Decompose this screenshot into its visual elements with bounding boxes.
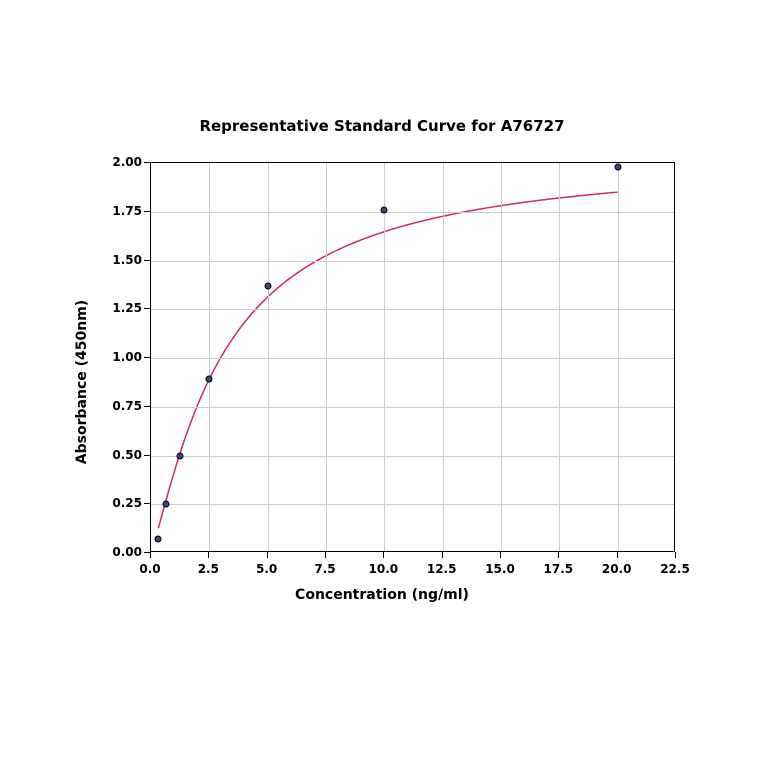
y-tick bbox=[144, 211, 150, 212]
curve-svg bbox=[151, 163, 674, 551]
grid-line-h bbox=[151, 212, 674, 213]
x-tick-label: 7.5 bbox=[314, 562, 335, 576]
y-tick-label: 0.50 bbox=[107, 448, 142, 462]
plot-area bbox=[150, 162, 675, 552]
grid-line-h bbox=[151, 456, 674, 457]
x-tick bbox=[267, 552, 268, 558]
grid-line-h bbox=[151, 309, 674, 310]
x-tick-label: 22.5 bbox=[660, 562, 690, 576]
y-tick bbox=[144, 357, 150, 358]
fitted-curve bbox=[158, 192, 617, 528]
x-tick bbox=[675, 552, 676, 558]
chart-title: Representative Standard Curve for A76727 bbox=[199, 117, 564, 135]
data-point bbox=[162, 501, 169, 508]
x-tick bbox=[500, 552, 501, 558]
y-tick bbox=[144, 308, 150, 309]
grid-line-v bbox=[268, 163, 269, 551]
y-tick bbox=[144, 162, 150, 163]
y-tick-label: 0.75 bbox=[107, 399, 142, 413]
x-tick bbox=[617, 552, 618, 558]
y-tick-label: 2.00 bbox=[107, 155, 142, 169]
grid-line-v bbox=[618, 163, 619, 551]
data-point bbox=[264, 282, 271, 289]
x-tick-label: 20.0 bbox=[602, 562, 632, 576]
data-point bbox=[155, 536, 162, 543]
y-tick-label: 1.50 bbox=[107, 253, 142, 267]
y-tick bbox=[144, 406, 150, 407]
grid-line-v bbox=[443, 163, 444, 551]
y-tick-label: 0.00 bbox=[107, 545, 142, 559]
x-tick bbox=[558, 552, 559, 558]
y-tick bbox=[144, 552, 150, 553]
x-tick bbox=[150, 552, 151, 558]
x-tick bbox=[325, 552, 326, 558]
y-tick bbox=[144, 455, 150, 456]
x-tick-label: 12.5 bbox=[427, 562, 457, 576]
x-tick-label: 10.0 bbox=[369, 562, 399, 576]
data-point bbox=[381, 206, 388, 213]
grid-line-v bbox=[209, 163, 210, 551]
y-tick-label: 1.00 bbox=[107, 350, 142, 364]
grid-line-h bbox=[151, 261, 674, 262]
grid-line-v bbox=[384, 163, 385, 551]
y-axis-label: Absorbance (450nm) bbox=[74, 300, 90, 464]
x-axis-label: Concentration (ng/ml) bbox=[295, 587, 469, 603]
data-point bbox=[177, 452, 184, 459]
x-tick-label: 15.0 bbox=[485, 562, 515, 576]
data-point bbox=[206, 376, 213, 383]
grid-line-h bbox=[151, 358, 674, 359]
x-tick-label: 17.5 bbox=[544, 562, 574, 576]
x-tick bbox=[442, 552, 443, 558]
x-tick bbox=[208, 552, 209, 558]
grid-line-v bbox=[501, 163, 502, 551]
data-point bbox=[614, 163, 621, 170]
x-tick-label: 0.0 bbox=[139, 562, 160, 576]
grid-line-h bbox=[151, 504, 674, 505]
y-tick-label: 0.25 bbox=[107, 496, 142, 510]
y-tick bbox=[144, 260, 150, 261]
grid-line-h bbox=[151, 407, 674, 408]
y-tick-label: 1.25 bbox=[107, 301, 142, 315]
chart-container: Representative Standard Curve for A76727… bbox=[72, 152, 692, 612]
y-tick bbox=[144, 503, 150, 504]
grid-line-v bbox=[326, 163, 327, 551]
x-tick bbox=[383, 552, 384, 558]
grid-line-v bbox=[559, 163, 560, 551]
x-tick-label: 2.5 bbox=[198, 562, 219, 576]
x-tick-label: 5.0 bbox=[256, 562, 277, 576]
y-tick-label: 1.75 bbox=[107, 204, 142, 218]
